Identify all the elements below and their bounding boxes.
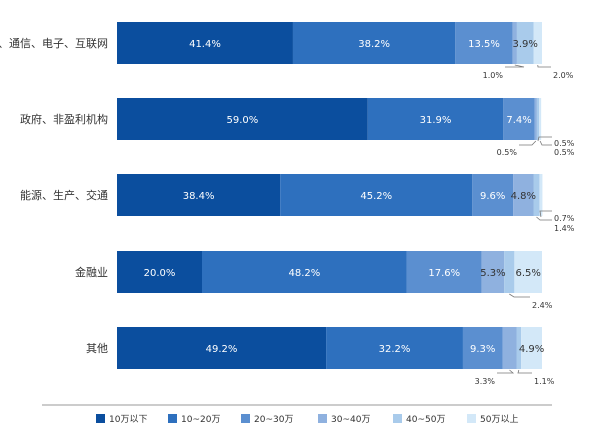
bar-segment [502, 327, 517, 369]
data-label: 0.5% [554, 148, 575, 157]
bar-segment [117, 251, 202, 293]
legend-swatch [96, 414, 105, 423]
data-label: 31.9% [420, 115, 452, 126]
category-label: 其他 [86, 342, 108, 355]
legend-swatch [467, 414, 476, 423]
bar-segment [539, 98, 542, 140]
leader-line [539, 140, 552, 146]
bar-segment [202, 251, 407, 293]
bar-segment [533, 22, 542, 64]
data-label: 59.0% [226, 115, 258, 126]
bar-segment [533, 174, 540, 216]
leader-line [509, 293, 530, 298]
legend-swatch [168, 414, 177, 423]
leader-line [497, 369, 515, 374]
bar-segment [117, 22, 293, 64]
legend-label: 10~20万 [181, 415, 220, 425]
bar-segment [117, 98, 368, 140]
data-label: 48.2% [289, 268, 321, 279]
data-label: 0.5% [497, 148, 518, 157]
data-label: 1.1% [534, 377, 555, 386]
data-label: 9.6% [480, 191, 505, 202]
bar-segment [367, 98, 504, 140]
data-label: 3.3% [475, 377, 496, 386]
data-label: 38.2% [358, 39, 390, 50]
leader-line [519, 140, 537, 146]
bar-segment [292, 22, 456, 64]
bar-segment [462, 327, 503, 369]
leader-line [517, 369, 532, 374]
data-label: 38.4% [183, 191, 215, 202]
data-label: 5.3% [480, 268, 505, 279]
data-label: 9.3% [470, 344, 495, 355]
bar-segment [504, 251, 515, 293]
data-label: 3.9% [513, 39, 538, 50]
bar-segment [280, 174, 473, 216]
legend-swatch [318, 414, 327, 423]
bar-segment [521, 327, 542, 369]
legend-label: 40~50万 [406, 415, 445, 425]
bar-segment [326, 327, 463, 369]
legend-label: 10万以下 [109, 415, 147, 425]
data-label: 2.4% [532, 301, 553, 310]
category-label: IT、通信、电子、互联网 [0, 37, 108, 50]
bar-segment [513, 174, 534, 216]
bar-segment [516, 327, 522, 369]
category-label: 能源、生产、交通 [20, 188, 108, 202]
bar-segment [536, 98, 540, 140]
bar-segment [472, 174, 514, 216]
bar-segment [514, 251, 542, 293]
category-label: 金融业 [75, 265, 108, 279]
data-label: 0.7% [554, 214, 575, 223]
leader-line [537, 64, 551, 68]
data-label: 13.5% [468, 39, 500, 50]
bar-segment [534, 98, 537, 140]
legend-label: 30~40万 [331, 415, 370, 425]
bar-segment [406, 251, 482, 293]
bar-segment [539, 174, 543, 216]
data-label: 6.5% [515, 268, 540, 279]
legend-label: 50万以上 [480, 414, 518, 425]
data-label: 20.0% [144, 268, 176, 279]
data-label: 45.2% [360, 191, 392, 202]
data-label: 4.9% [519, 344, 544, 355]
data-label: 17.6% [428, 268, 460, 279]
leader-line [537, 136, 552, 142]
bar-segment [503, 98, 535, 140]
data-label: 49.2% [206, 344, 238, 355]
bar-segment [117, 327, 327, 369]
data-label: 2.0% [553, 71, 574, 80]
data-labels: 41.4% 38.2% 13.5% 1.0% 3.9% 2.0% 59.0% 31.9% 7.4… [144, 39, 575, 386]
bar-segment [516, 22, 534, 64]
data-label: 32.2% [379, 344, 411, 355]
legend-label: 20~30万 [254, 415, 293, 425]
bar-segment [455, 22, 513, 64]
legend-swatch [241, 414, 250, 423]
bar-segment [512, 22, 517, 64]
leader-line [536, 216, 552, 221]
leader-line [539, 210, 552, 218]
legend-swatch [393, 414, 402, 423]
data-label: 1.0% [483, 71, 504, 80]
data-label: 41.4% [189, 39, 221, 50]
data-label: 1.4% [554, 224, 575, 233]
bars [117, 22, 543, 369]
data-label: 4.8% [511, 191, 536, 202]
legend: 10万以下 10~20万 20~30万 30~40万 40~50万 50万以上 [96, 414, 518, 425]
bar-segment [481, 251, 505, 293]
data-label: 0.5% [554, 139, 575, 148]
category-label: 政府、非盈利机构 [20, 112, 108, 126]
leader-line [505, 64, 525, 68]
data-label: 7.4% [506, 115, 531, 126]
bar-segment [117, 174, 281, 216]
